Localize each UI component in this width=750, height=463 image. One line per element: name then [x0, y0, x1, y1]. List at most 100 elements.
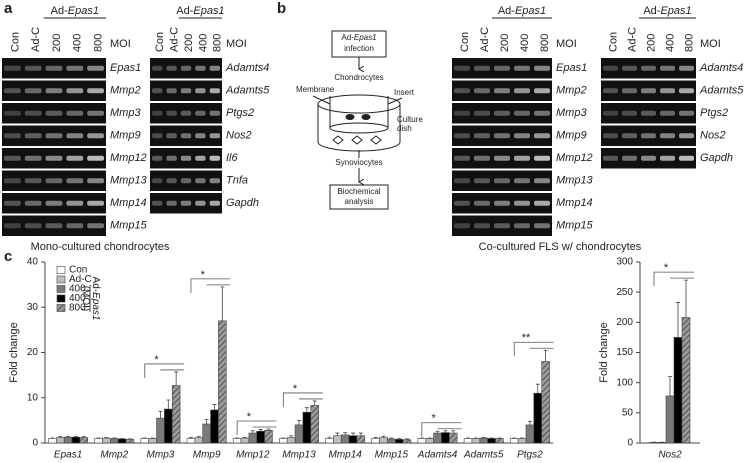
text: Epas1 [354, 33, 377, 42]
legend-label: 800 [69, 303, 86, 314]
error-bar [405, 438, 410, 440]
x-tick-label: Mmp2 [100, 450, 128, 461]
error-bar [66, 435, 71, 438]
gel-band [209, 65, 220, 71]
gel-band [534, 178, 550, 184]
bar [333, 435, 342, 444]
bar [425, 438, 434, 444]
gel-band [603, 155, 618, 161]
x-tick-label: Mmp3 [147, 450, 175, 461]
moi-label: MOI [110, 38, 131, 50]
cells [332, 135, 382, 145]
legend-swatch [56, 304, 66, 312]
error-bar [327, 436, 332, 439]
gel-band [679, 110, 694, 116]
gel-band [45, 133, 63, 139]
error-bar [343, 432, 348, 435]
gene-label: Mmp15 [110, 220, 148, 232]
insert [329, 96, 389, 128]
gel-band [534, 65, 550, 71]
gel-band [454, 133, 470, 139]
text: Ad- [643, 5, 660, 17]
error-bar [250, 430, 255, 434]
gel-band [66, 110, 84, 116]
significance-label: * [247, 411, 252, 423]
text: Ad- [51, 5, 68, 17]
gel-band [87, 223, 104, 229]
lane-label: 800 [212, 34, 224, 52]
gel-band [166, 110, 177, 116]
bar [371, 438, 380, 444]
caption: Mono-cultured chondrocytes [31, 241, 170, 253]
significance-bracket [190, 278, 231, 293]
gel-band [180, 110, 192, 116]
error-bar [351, 432, 356, 436]
group-label: Ad-Epas1 [643, 5, 691, 17]
x-tick-label: Nos2 [658, 450, 682, 461]
bar [110, 438, 119, 444]
gel-band [209, 88, 220, 94]
error-bar [158, 410, 163, 419]
y-tick-label: 150 [616, 347, 633, 358]
diagram-label: Biochemical [337, 187, 380, 196]
significance-bracket [513, 341, 554, 357]
diagram-label: Insert [394, 88, 415, 97]
gel-band [45, 178, 63, 184]
bar [541, 361, 550, 444]
gel-band [209, 178, 220, 184]
gel-band [660, 65, 675, 71]
gene-label: Nos2 [226, 130, 252, 142]
gel-band [4, 65, 21, 71]
gel-band [195, 155, 206, 161]
text: Epas1 [515, 5, 546, 17]
moi-label: MOI [700, 38, 721, 50]
gel-band [152, 65, 163, 71]
bar [340, 434, 350, 444]
bar [681, 317, 691, 444]
gene-label: Tnfa [226, 175, 248, 187]
error-bar [174, 371, 179, 386]
gel-band [4, 88, 21, 94]
gel-band [195, 65, 206, 71]
gel-band [66, 133, 84, 139]
gel-band [494, 65, 510, 71]
diagram-label: Ad-Epas1 [341, 33, 376, 42]
gel-band [45, 88, 63, 94]
gel-band [195, 133, 206, 139]
lane-label: Ad-C [30, 27, 42, 52]
gel-band [660, 88, 675, 94]
gel-band [180, 155, 192, 161]
legend-swatch [56, 294, 66, 303]
gel-band [4, 200, 21, 206]
gel-band [45, 65, 63, 71]
gel-band [514, 88, 530, 94]
gel-band [679, 155, 694, 161]
gene-label: Nos2 [700, 130, 726, 142]
significance-label: * [664, 262, 669, 274]
diagram-label: analysis [345, 197, 374, 206]
gel-band [24, 110, 42, 116]
group-label: Ad-Epas1 [176, 5, 224, 17]
significance-bracket [236, 420, 277, 435]
gel-band [494, 133, 510, 139]
bar [56, 437, 65, 444]
bar [140, 438, 149, 444]
gene-label: Ptgs2 [226, 107, 254, 119]
gel-band [622, 110, 637, 116]
x-tick-label: Mmp15 [375, 450, 409, 461]
gel-band [514, 65, 530, 71]
gel-band [534, 155, 550, 161]
gel-band [514, 200, 530, 206]
gel-band [4, 155, 21, 161]
bar [441, 432, 450, 444]
text: Ad- [90, 277, 101, 293]
gel-band [152, 110, 163, 116]
bar [164, 408, 173, 444]
gel-band [87, 65, 104, 71]
gel-band [679, 88, 694, 94]
gel-band [152, 155, 163, 161]
gel-band [474, 178, 490, 184]
error-bar [358, 432, 363, 436]
legend-label: Con [69, 265, 87, 276]
